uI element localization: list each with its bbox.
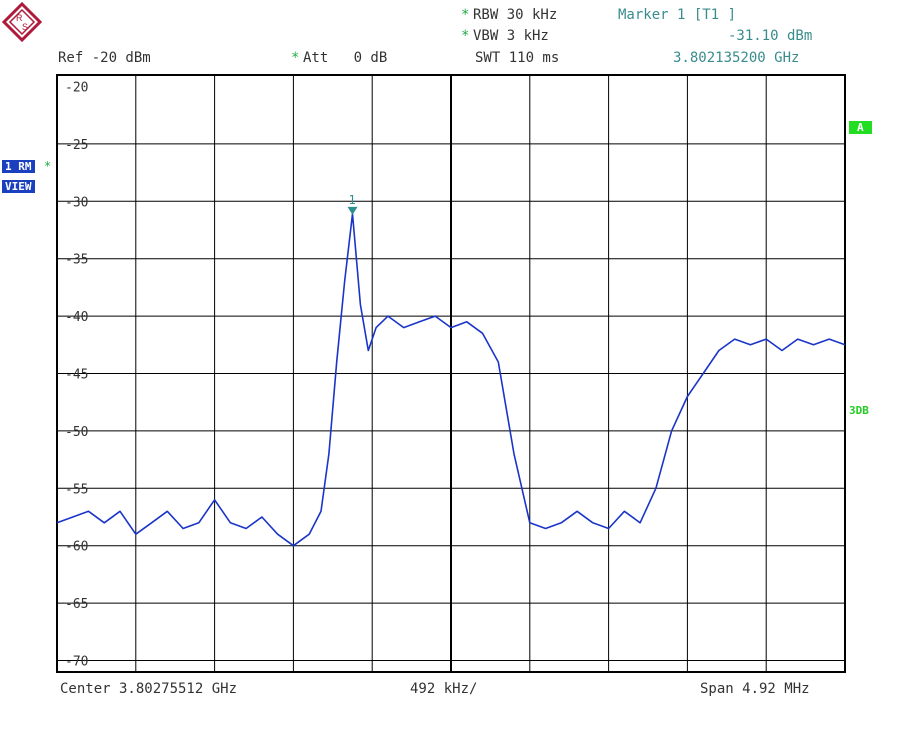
marker-level: -31.10 dBm xyxy=(728,28,813,44)
y-tick-label: -65 xyxy=(65,597,88,612)
y-tick-labels: -20 -25 -30 -35 -40 -45 -50 -55 -60 -65 -70 xyxy=(65,80,88,669)
3db-label: 3DB xyxy=(849,404,869,417)
rohde-schwarz-logo: R S xyxy=(2,2,42,42)
y-tick-label: -55 xyxy=(65,482,88,497)
vbw-coupled-star: * xyxy=(461,28,470,44)
frequency-span: Span 4.92 MHz xyxy=(700,681,810,697)
grid xyxy=(56,74,846,673)
y-tick-label: -30 xyxy=(65,195,88,210)
reference-level: Ref -20 dBm xyxy=(58,50,151,66)
svg-text:S: S xyxy=(22,22,28,32)
trace-mode-badge[interactable]: 1 RM xyxy=(2,160,35,173)
y-tick-label: -20 xyxy=(65,80,88,95)
attenuation-star: * xyxy=(291,50,300,66)
y-tick-label: -40 xyxy=(65,310,88,325)
y-tick-label: -50 xyxy=(65,425,88,440)
rbw-setting: RBW 30 kHz xyxy=(473,7,558,23)
marker-label: 1 xyxy=(349,193,356,207)
y-tick-label: -35 xyxy=(65,253,88,268)
frequency-per-division: 492 kHz/ xyxy=(410,681,478,697)
y-tick-label: -60 xyxy=(65,540,88,555)
trace-layer xyxy=(56,213,846,547)
marker-title: Marker 1 [T1 ] xyxy=(618,7,737,23)
y-tick-label: -45 xyxy=(65,368,88,383)
y-tick-label: -70 xyxy=(65,655,88,670)
spectrum-trace xyxy=(56,213,846,547)
svg-text:R: R xyxy=(16,13,23,23)
marker-layer: 1 xyxy=(347,193,358,215)
view-badge[interactable]: VIEW xyxy=(2,180,35,193)
marker-frequency: 3.802135200 GHz xyxy=(673,50,800,66)
y-tick-label: -25 xyxy=(65,138,88,153)
trace-badge-star: * xyxy=(44,159,52,173)
center-frequency: Center 3.80275512 GHz xyxy=(60,681,238,697)
rbw-coupled-star: * xyxy=(461,7,470,23)
attenuation: Att 0 dB xyxy=(303,50,388,66)
marker-triangle xyxy=(347,206,358,215)
vbw-setting: VBW 3 kHz xyxy=(473,28,549,44)
sweep-time: SWT 110 ms xyxy=(475,50,560,66)
trace-a-badge[interactable]: A xyxy=(849,121,872,134)
